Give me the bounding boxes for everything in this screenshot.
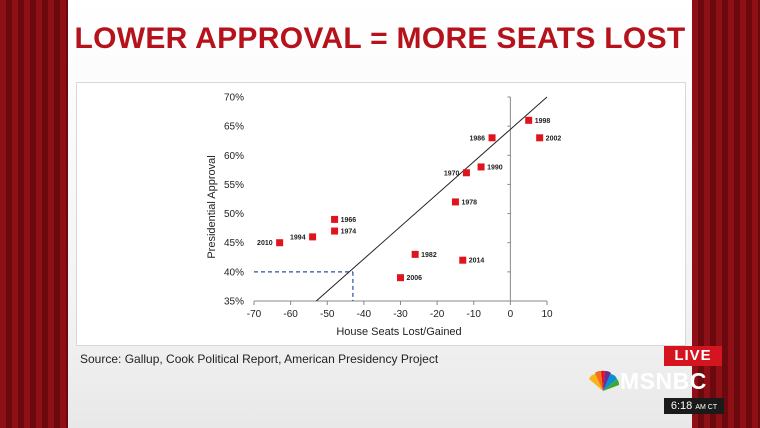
- data-point-marker: [309, 233, 317, 241]
- data-point-marker: [525, 116, 533, 124]
- x-tick-label: -70: [247, 309, 262, 320]
- source-caption: Source: Gallup, Cook Political Report, A…: [80, 352, 439, 366]
- y-tick-label: 50%: [224, 209, 244, 220]
- data-point-label: 1994: [290, 234, 306, 241]
- axes-group: -70 -60 -50 -40 -30 -20 -10 0 10 35% 40% 45% 50% 55% 6…: [224, 93, 553, 321]
- data-point-label: 1970: [444, 170, 460, 177]
- x-tick-label: -40: [357, 309, 372, 320]
- x-tick-label: -30: [393, 309, 408, 320]
- data-point-marker: [331, 215, 339, 223]
- x-tick-label: -50: [320, 309, 335, 320]
- data-point-label: 1978: [461, 199, 477, 206]
- x-tick-label: -10: [467, 309, 482, 320]
- data-points: 2010 1994 1966 1974 1982 2006 2014 1978 1970 1990…: [257, 116, 562, 282]
- data-point-marker: [276, 239, 284, 247]
- data-point-marker: [462, 169, 470, 177]
- trendline: [315, 96, 548, 302]
- data-point-label: 1966: [341, 217, 357, 224]
- data-point-marker: [488, 134, 496, 142]
- data-point-label: 1990: [487, 164, 503, 171]
- y-tick-label: 60%: [224, 151, 244, 162]
- x-tick-label: -20: [430, 309, 445, 320]
- y-axis-label: Presidential Approval: [206, 155, 218, 258]
- trendline-group: [315, 96, 548, 302]
- data-point-label: 1982: [421, 252, 437, 259]
- chart-panel: -70 -60 -50 -40 -30 -20 -10 0 10 35% 40% 45% 50% 55% 6…: [76, 82, 686, 346]
- scatter-chart: -70 -60 -50 -40 -30 -20 -10 0 10 35% 40% 45% 50% 55% 6…: [206, 93, 562, 339]
- data-point-label: 2014: [469, 258, 485, 265]
- reference-lines: [254, 271, 354, 301]
- headline: LOWER APPROVAL = MORE SEATS LOST: [74, 22, 686, 55]
- x-tick-label: -60: [283, 309, 298, 320]
- x-axis-label: House Seats Lost/Gained: [336, 326, 461, 338]
- data-point-label: 2010: [257, 240, 273, 247]
- clock: 6:18 AM CT: [664, 398, 724, 414]
- left-stripe-panel: [0, 0, 68, 428]
- peacock-icon: [589, 370, 620, 391]
- y-tick-label: 65%: [224, 122, 244, 133]
- data-point-marker: [451, 198, 459, 206]
- data-point-marker: [477, 163, 485, 171]
- data-point-marker: [536, 134, 544, 142]
- clock-timezone: AM CT: [695, 404, 718, 411]
- y-tick-label: 55%: [224, 180, 244, 191]
- data-point-label: 1998: [535, 118, 551, 125]
- data-point-label: 1986: [469, 135, 485, 142]
- live-badge: LIVE: [664, 346, 722, 366]
- data-point-marker: [459, 256, 467, 264]
- data-point-label: 1974: [341, 229, 357, 236]
- x-tick-label: 0: [508, 309, 514, 320]
- data-point-label: 2002: [546, 135, 562, 142]
- x-tick-label: 10: [541, 309, 553, 320]
- network-logo: MSNBC: [586, 366, 726, 396]
- data-point-marker: [411, 250, 419, 258]
- data-point-marker: [397, 274, 404, 282]
- network-wordmark: MSNBC: [620, 367, 707, 394]
- clock-time: 6:18: [670, 400, 693, 412]
- y-tick-label: 70%: [224, 93, 244, 104]
- data-point-label: 2006: [407, 275, 423, 282]
- y-tick-label: 45%: [224, 238, 244, 249]
- data-point-marker: [331, 227, 339, 235]
- y-tick-label: 40%: [224, 267, 244, 278]
- y-tick-label: 35%: [224, 297, 244, 308]
